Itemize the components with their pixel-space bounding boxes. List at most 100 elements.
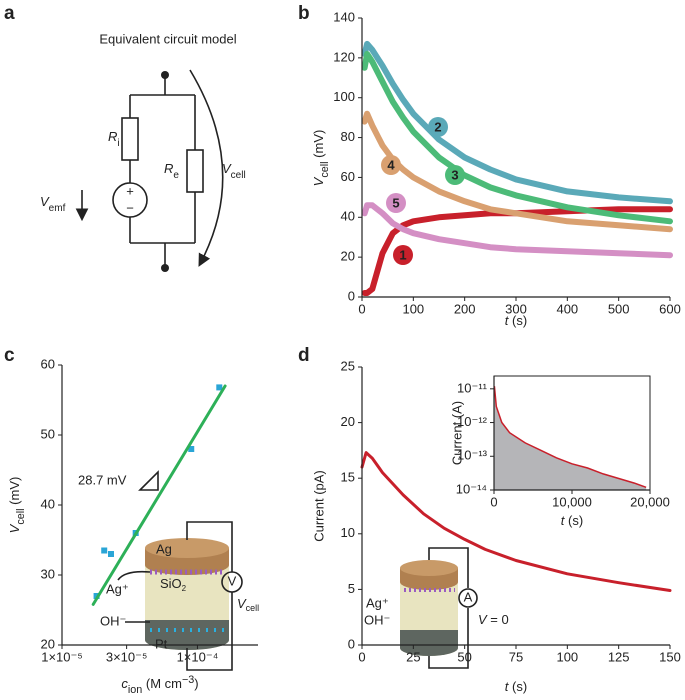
v-label: V = 0 [478,612,509,627]
annotation: 28.7 mV [78,472,127,487]
x-tick-label: 150 [659,649,681,664]
label-vcell: Vcell [222,161,246,180]
x-tick-label: 20,000 [630,494,670,509]
x-tick-label: 125 [608,649,630,664]
x-tick-label: 1×10⁻⁵ [41,649,83,664]
label-part: (mV) [311,130,326,162]
series-name: 2 [434,119,441,134]
label-ri: Ri [108,129,120,148]
y-tick-label: 60 [341,169,355,184]
data-line [361,110,673,233]
x-tick-label: 50 [457,649,471,664]
y-tick-label: 40 [341,209,355,224]
x-tick-label: 3×10⁻⁵ [106,649,148,664]
label-part: t [505,679,510,694]
panel-label: a [4,3,15,24]
data-line [361,40,673,205]
series-name: 5 [392,195,399,210]
x-tick-label: 400 [556,301,578,316]
y-tick-label: 40 [41,496,55,511]
label-re: Re [164,161,179,180]
data-line [361,50,673,225]
label-part: cell [15,508,27,524]
sio2-label: SiO2 [160,576,187,593]
y-tick-label: 15 [341,470,355,485]
panel-label: c [4,345,15,366]
label-part: (s) [564,513,583,528]
data-line [360,451,672,592]
label-part: V [311,176,326,186]
axis-label: t (s) [505,313,527,328]
data-point [101,547,108,554]
y-tick-label: 5 [348,581,355,596]
oh-label: OH⁻ [364,612,390,627]
data-point [107,551,114,557]
x-tick-label: 100 [556,649,578,664]
data-line [361,202,673,259]
cell-diagram: A Ag⁺ OH⁻ V = 0 [364,547,509,669]
pt-label: Pt [155,636,168,651]
data-line [361,206,673,296]
x-tick-label: 600 [659,301,681,316]
x-tick-label: 200 [454,301,476,316]
axis-label: t (s) [561,513,583,528]
y-tick-label: 25 [341,358,355,373]
label-part: cell [319,161,331,177]
series-name: 4 [387,157,395,172]
slope-marker [138,470,159,491]
ag-ion-label: Ag⁺ [366,595,389,610]
x-tick-label: 0 [490,494,497,509]
label-part: (s) [508,679,527,694]
y-tick-label: 20 [341,249,355,264]
circuit-diagram: Equivalent circuit model + − Ri Re Vemf … [40,31,246,272]
x-tick-label: 1×10⁻⁴ [177,649,219,664]
label-part: (s) [508,313,527,328]
label-part: c [121,676,128,691]
x-tick-label: 0 [358,649,365,664]
x-tick-label: 0 [358,301,365,316]
axis-label: Vcell (mV) [7,477,26,534]
y-tick-label: 140 [333,9,355,24]
meter-label: V [228,573,237,588]
y-tick-label: 120 [333,49,355,64]
label-part: t [505,313,510,328]
series-name: 1 [399,247,406,262]
y-tick-label: 80 [341,129,355,144]
cell-diagram: V Ag SiO2 Pt Ag⁺ OH⁻ Vcell [100,521,259,671]
y-tick-label: 60 [41,356,55,371]
y-tick-label: 30 [41,566,55,581]
label-part: V [7,523,22,533]
label-part: (mV) [7,477,22,509]
panel-label: b [298,3,310,24]
x-tick-label: 100 [402,301,424,316]
data-area [494,386,647,490]
data-line [493,386,647,489]
label-part: t [561,513,566,528]
series-badge [393,245,413,265]
ag-ion-label: Ag⁺ [106,581,129,596]
oh-label: OH⁻ [100,613,126,628]
series-badge [386,193,406,213]
x-tick-label: 10,000 [552,494,592,509]
x-tick-label: 300 [505,301,527,316]
vcell-label: Vcell [237,596,259,613]
axis-label: Current (A) [449,401,464,465]
minus-sign: − [126,200,134,215]
series-badge [381,155,401,175]
axis-label: Vcell (mV) [311,130,330,187]
data-point [188,446,195,452]
x-tick-label: 500 [608,301,630,316]
series-badge [428,117,448,137]
data-point [216,384,223,391]
diagram-title: Equivalent circuit model [99,31,236,46]
y-tick-label: 20 [341,414,355,429]
series-badge [445,165,465,185]
series-name: 3 [451,167,458,182]
label-part: (M cm [142,676,182,691]
x-tick-label: 75 [509,649,523,664]
data-line [91,384,227,606]
axis-label: t (s) [505,679,527,694]
label-part: ) [194,676,198,691]
axis-label: Current (pA) [311,470,326,542]
